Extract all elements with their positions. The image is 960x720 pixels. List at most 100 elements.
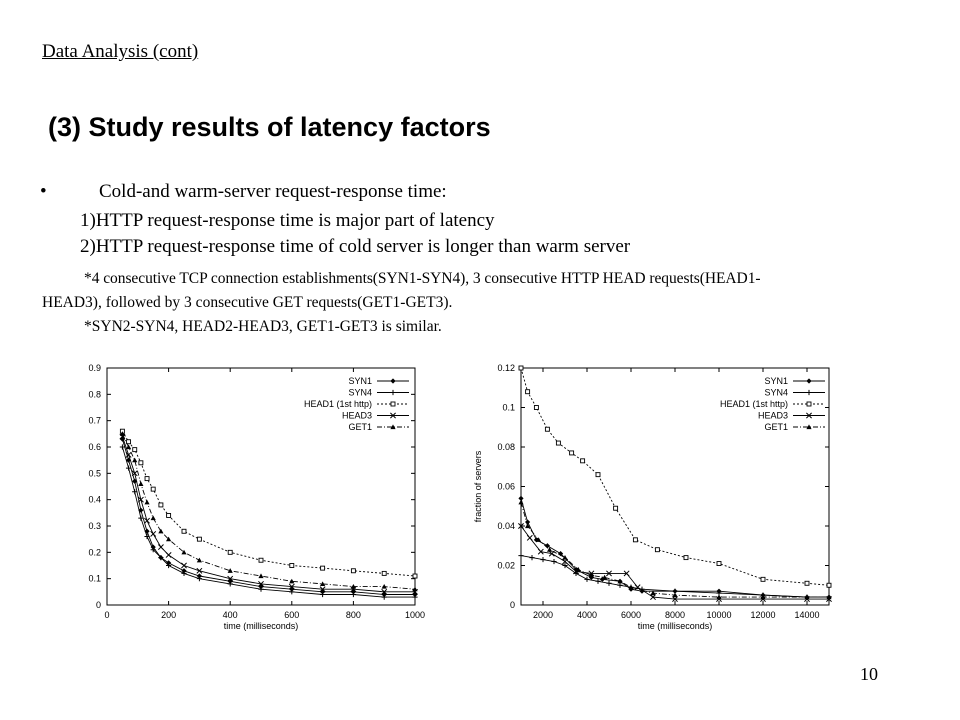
y-tick-label: 0.6 (88, 442, 101, 452)
data-point (196, 576, 202, 582)
data-point (412, 591, 418, 598)
data-point (562, 558, 568, 565)
data-point (558, 551, 564, 557)
data-point (289, 578, 295, 584)
series-syn1 (518, 495, 832, 600)
data-point (551, 558, 557, 565)
x-tick-label: 12000 (750, 610, 775, 620)
data-point (144, 476, 150, 482)
data-point (544, 543, 550, 549)
data-point (533, 405, 539, 410)
x-tick-label: 10000 (706, 610, 731, 620)
y-tick-label: 0 (510, 600, 515, 610)
x-tick-label: 6000 (621, 610, 641, 620)
data-point (320, 591, 326, 598)
data-point (137, 496, 144, 503)
data-point (381, 583, 387, 589)
data-point (613, 505, 619, 511)
data-point (826, 582, 832, 588)
data-point (760, 576, 766, 582)
data-point (580, 458, 586, 464)
data-point (126, 439, 132, 445)
data-point (606, 580, 612, 586)
series-line (520, 498, 829, 598)
x-tick-label: 14000 (794, 610, 819, 620)
data-point (119, 431, 125, 436)
data-point (138, 515, 144, 521)
data-point (227, 575, 234, 582)
y-tick-label: 0.9 (88, 363, 101, 373)
data-point (650, 590, 656, 596)
data-point (350, 583, 356, 589)
data-point (144, 533, 150, 540)
data-point (150, 544, 156, 550)
data-point (518, 523, 524, 529)
data-point (650, 594, 656, 601)
data-point (166, 536, 172, 542)
legend-marker (806, 412, 812, 419)
y-axis-label: fraction of servers (473, 450, 483, 522)
data-point (412, 573, 418, 579)
x-tick-label: 0 (104, 610, 109, 620)
y-tick-label: 0.8 (88, 389, 101, 399)
data-point (288, 583, 295, 590)
data-point (826, 594, 832, 600)
data-point (525, 523, 531, 529)
data-point (258, 573, 264, 579)
legend-label: SYN1 (764, 376, 788, 386)
series-get1 (518, 499, 832, 600)
legend-marker (390, 412, 396, 419)
data-point (181, 568, 187, 574)
data-point (381, 570, 387, 576)
x-axis-label: time (milliseconds) (638, 621, 713, 631)
y-tick-label: 0.12 (497, 363, 515, 373)
series-syn4 (119, 444, 418, 600)
data-point (381, 588, 388, 595)
data-point (595, 472, 601, 478)
data-point (150, 547, 156, 553)
series-line (121, 433, 416, 590)
data-point (350, 591, 356, 598)
data-point (529, 555, 535, 561)
data-point (227, 549, 233, 555)
data-point (158, 502, 164, 508)
data-point (125, 465, 132, 471)
data-point (138, 460, 144, 466)
data-point (602, 574, 608, 580)
series-get1 (119, 431, 418, 592)
data-point (804, 594, 810, 600)
data-point (132, 489, 138, 495)
data-point (518, 553, 524, 559)
data-point (181, 528, 187, 534)
data-point (412, 586, 418, 592)
legend-marker (390, 424, 396, 430)
data-point (525, 389, 531, 395)
y-tick-label: 0.5 (88, 468, 101, 478)
legend-marker (806, 424, 812, 430)
data-point (258, 580, 264, 587)
x-tick-label: 8000 (665, 610, 685, 620)
data-point (632, 537, 638, 543)
data-point (628, 584, 634, 590)
data-point (138, 481, 144, 486)
point-2: 2)HTTP request-response time of cold ser… (80, 236, 631, 257)
data-point (119, 436, 125, 442)
data-point (125, 451, 132, 458)
data-point (412, 594, 418, 600)
data-point (166, 560, 172, 566)
data-point (131, 470, 138, 477)
y-tick-label: 0.3 (88, 521, 101, 531)
series-head1-1st-http (518, 365, 832, 588)
data-point (716, 594, 722, 600)
data-point (181, 562, 187, 569)
legend-marker (806, 401, 812, 407)
legend-marker (806, 378, 812, 384)
data-point (258, 557, 264, 563)
data-point (166, 562, 172, 569)
data-point (526, 534, 533, 541)
data-point (760, 594, 766, 600)
y-tick-label: 0.1 (88, 574, 101, 584)
data-point (716, 561, 722, 566)
data-point (575, 566, 581, 572)
data-point (150, 515, 156, 521)
